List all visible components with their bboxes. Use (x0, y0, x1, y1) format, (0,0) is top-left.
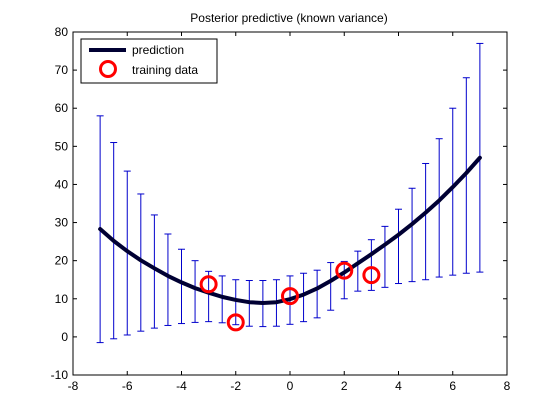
x-tick-label: 4 (395, 379, 402, 393)
error-bar (232, 279, 240, 326)
error-bar (300, 272, 308, 323)
error-bar (313, 269, 321, 319)
legend-label-prediction: prediction (132, 43, 184, 57)
y-tick-label: 0 (61, 330, 68, 344)
error-bar (340, 260, 348, 300)
y-tick-label: 60 (55, 101, 69, 115)
y-tick-label: 20 (55, 254, 69, 268)
x-tick-label: 0 (287, 379, 294, 393)
x-tick-label: -6 (122, 379, 133, 393)
y-tick-label: 70 (55, 63, 69, 77)
error-bar (205, 270, 213, 323)
y-tick-label: -10 (51, 368, 69, 382)
error-bar (435, 138, 443, 278)
y-tick-label: 50 (55, 139, 69, 153)
training-data-point (362, 266, 381, 285)
training-data-point (335, 261, 354, 280)
x-tick-label: 8 (504, 379, 511, 393)
y-tick-label: 30 (55, 216, 69, 230)
training-data-point (199, 275, 218, 294)
legend-label-training-data: training data (132, 63, 198, 77)
training-data-point (281, 287, 299, 306)
x-tick-label: 6 (449, 379, 456, 393)
error-bar (327, 262, 335, 311)
y-tick-label: 40 (55, 177, 69, 191)
x-tick-label: -8 (68, 379, 79, 393)
axis-ticks: -8 -6 -4 -2 0 2 4 6 8 -10 0 10 20 30 40 50 60 70 80 (51, 25, 511, 393)
error-bar (408, 187, 416, 283)
error-bar (449, 107, 457, 276)
legend: prediction training data (80, 38, 218, 84)
legend-swatch-training-data (99, 60, 117, 78)
y-tick-label: 80 (55, 25, 69, 39)
error-bar (191, 260, 199, 323)
chart-title: Posterior predictive (known variance) (190, 11, 387, 25)
x-tick-label: 2 (341, 379, 348, 393)
x-tick-label: -2 (230, 379, 241, 393)
error-bar (164, 233, 172, 326)
error-bar (354, 250, 362, 292)
error-bar (422, 162, 430, 281)
error-bar (218, 275, 226, 324)
error-bar (381, 225, 389, 288)
training-data-point (226, 313, 245, 332)
x-tick-label: -4 (176, 379, 187, 393)
error-bar (395, 208, 402, 285)
prediction-line (98, 155, 482, 305)
error-bar (150, 214, 158, 329)
plot-area (96, 42, 484, 344)
error-bar (178, 248, 185, 325)
y-tick-label: 10 (55, 292, 69, 306)
